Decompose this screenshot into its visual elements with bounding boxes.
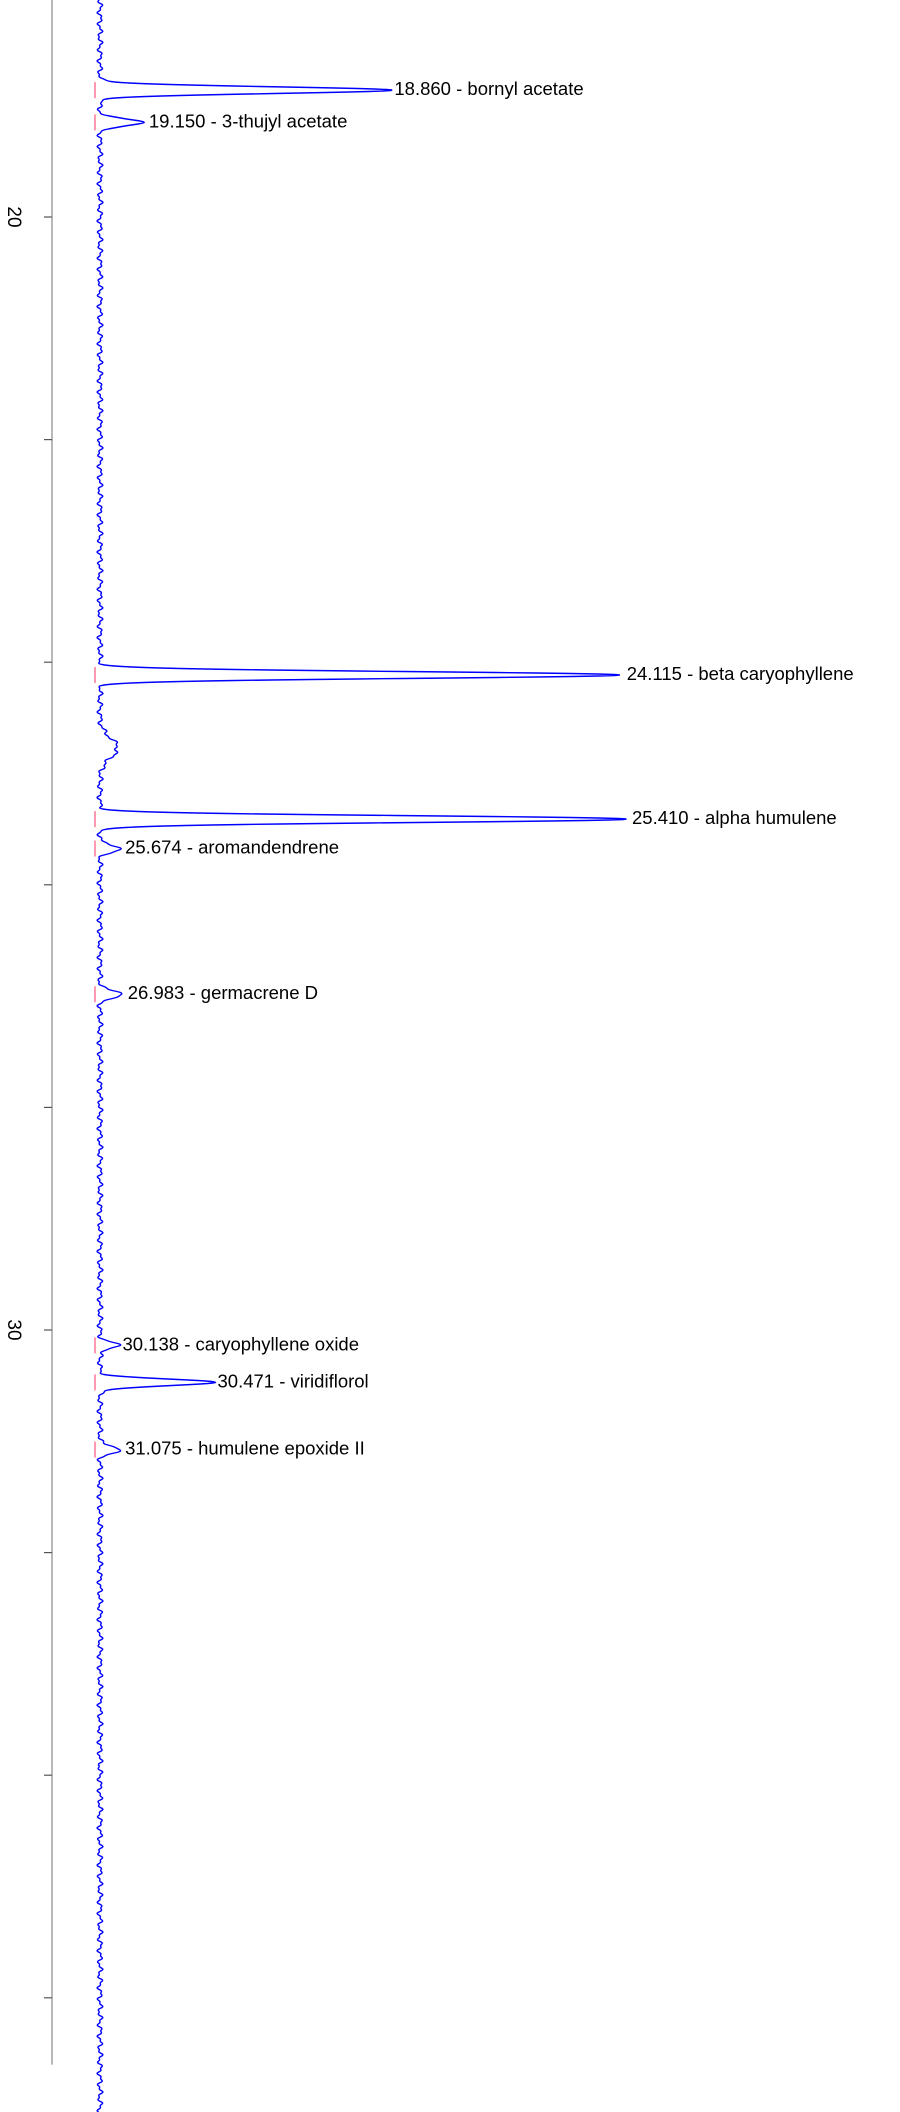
peak-label: 19.150 - 3-thujyl acetate	[149, 110, 348, 131]
peak-label: 26.983 - germacrene D	[128, 982, 318, 1003]
signal-trace-line	[96, 0, 627, 2112]
peak-label: 30.471 - viridiflorol	[218, 1370, 369, 1391]
time-tick-label: 30	[3, 1319, 24, 1340]
peak-label: 30.138 - caryophyllene oxide	[122, 1333, 359, 1354]
peak-labels: 18.860 - bornyl acetate 19.150 - 3-thujyl…	[122, 78, 853, 1459]
peak-label: 24.115 - beta caryophyllene	[627, 663, 854, 684]
signal-trace	[96, 0, 627, 2112]
peak-label: 25.674 - aromandendrene	[125, 836, 339, 857]
peak-label: 25.410 - alpha humulene	[632, 807, 837, 828]
time-tick-label: 20	[3, 206, 24, 227]
peak-label: 18.860 - bornyl acetate	[394, 78, 583, 99]
peak-label: 31.075 - humulene epoxide II	[125, 1438, 365, 1459]
